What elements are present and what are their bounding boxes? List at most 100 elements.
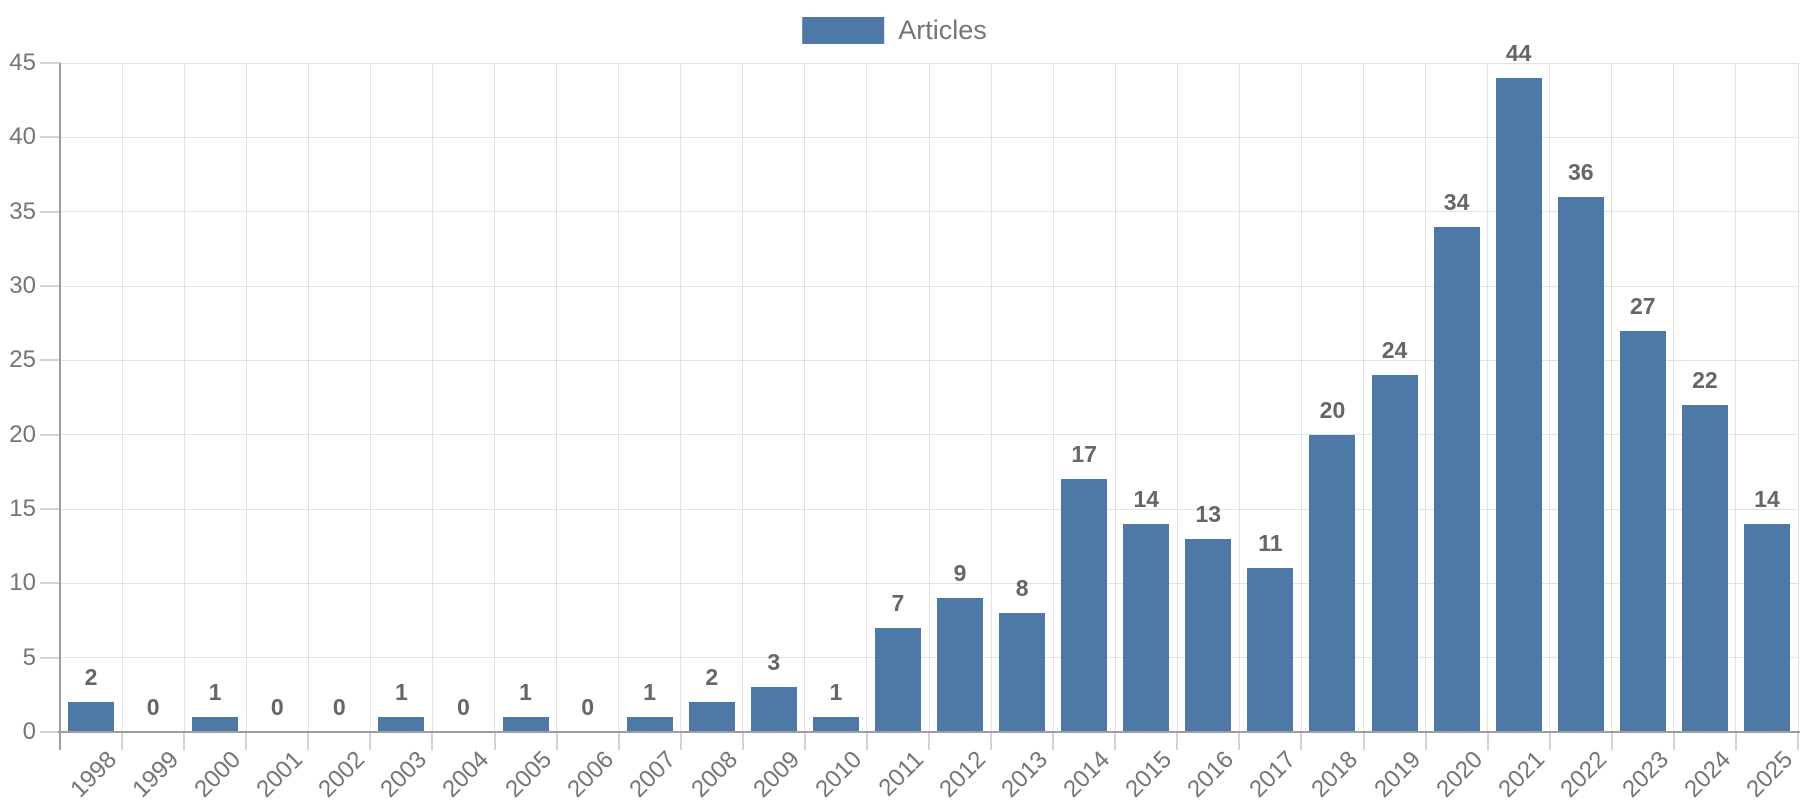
bar-2019[interactable] (1371, 375, 1418, 732)
bar-value-label: 0 (146, 694, 160, 720)
bar-2015[interactable] (1123, 523, 1170, 732)
bar-2003[interactable] (378, 717, 425, 732)
x-axis-tick (307, 732, 310, 750)
bar-2023[interactable] (1619, 330, 1666, 732)
x-axis-tick (865, 732, 868, 750)
bar-value-label: 34 (1443, 188, 1470, 215)
x-axis-tick (1548, 732, 1551, 750)
gridline-vertical (121, 63, 123, 732)
x-axis-label: 2012 (934, 746, 992, 800)
gridline-vertical (1673, 63, 1675, 732)
bar-value-label: 2 (84, 664, 98, 691)
bar-2005[interactable] (502, 717, 549, 732)
x-axis-label: 2014 (1058, 746, 1116, 800)
x-axis-tick (617, 732, 620, 750)
bar-value-label: 0 (457, 694, 470, 720)
legend-swatch (802, 17, 885, 44)
bar-2013[interactable] (999, 613, 1046, 732)
x-axis-label: 2005 (499, 746, 557, 800)
bar-2012[interactable] (937, 598, 984, 732)
bar-2017[interactable] (1247, 568, 1294, 732)
x-axis-tick (1176, 732, 1179, 750)
bar-value-label: 36 (1567, 158, 1594, 185)
x-axis-tick (555, 732, 558, 750)
gridline-vertical (1797, 63, 1799, 732)
bar-value-label: 11 (1258, 530, 1283, 557)
x-axis-label: 2003 (375, 746, 433, 800)
bar-2021[interactable] (1495, 77, 1542, 732)
x-axis-tick (1610, 732, 1613, 750)
y-axis-tick (40, 656, 60, 659)
bar-value-label: 1 (208, 679, 222, 706)
bar-2008[interactable] (688, 702, 735, 732)
bar-2020[interactable] (1433, 226, 1480, 732)
bar-value-label: 13 (1195, 500, 1222, 527)
gridline-vertical (1487, 63, 1489, 732)
bar-value-label: 1 (394, 679, 408, 706)
x-axis-label: 2000 (189, 746, 247, 800)
y-axis-tick (40, 136, 60, 139)
bar-value-label: 3 (767, 649, 781, 676)
bar-value-label: 0 (270, 694, 284, 720)
bar-2009[interactable] (750, 687, 797, 732)
y-axis-tick (40, 285, 60, 287)
bar-2011[interactable] (874, 627, 921, 732)
gridline-vertical (1611, 63, 1613, 732)
x-axis-label: 1999 (127, 746, 185, 800)
bar-2022[interactable] (1557, 196, 1604, 732)
x-axis-tick (928, 732, 930, 750)
x-axis-tick (1362, 732, 1365, 750)
x-axis-label: 2015 (1120, 746, 1178, 800)
gridline-vertical (307, 63, 309, 732)
gridline-vertical (1052, 63, 1054, 732)
y-axis-label: 20 (9, 420, 36, 448)
gridline-vertical (369, 63, 371, 732)
x-axis-label: 2001 (251, 746, 309, 800)
x-axis-tick (1734, 732, 1737, 750)
bar-2000[interactable] (192, 717, 239, 732)
bar-2016[interactable] (1185, 538, 1232, 732)
x-axis-tick (1300, 732, 1303, 750)
x-axis-tick (493, 732, 496, 750)
x-axis-tick (1672, 732, 1675, 750)
bar-2018[interactable] (1309, 434, 1356, 732)
gridline-vertical (1300, 63, 1302, 732)
x-axis-label: 2009 (748, 746, 805, 800)
bar-value-label: 22 (1692, 366, 1718, 393)
x-axis-line (58, 731, 1800, 733)
gridline-vertical (1363, 63, 1364, 732)
x-axis-tick (431, 732, 434, 750)
bar-value-label: 0 (581, 694, 594, 720)
bar-value-label: 1 (829, 679, 843, 706)
bar-1998[interactable] (68, 702, 115, 732)
bar-2014[interactable] (1061, 479, 1108, 732)
gridline-vertical (928, 63, 930, 732)
y-axis-label: 25 (9, 346, 36, 374)
gridline-vertical (804, 63, 806, 732)
x-axis-tick (245, 732, 248, 750)
y-axis-label: 30 (9, 272, 36, 299)
gridline-vertical (618, 63, 620, 732)
x-axis-label: 2017 (1244, 746, 1302, 800)
gridline-vertical (1114, 63, 1116, 732)
x-axis-tick (1114, 732, 1117, 750)
bar-value-label: 2 (705, 664, 719, 691)
y-axis-tick (40, 731, 60, 733)
x-axis-tick (1424, 732, 1427, 750)
y-axis-label: 15 (9, 495, 36, 522)
legend-item-articles[interactable]: Articles (802, 17, 987, 44)
gridline-vertical (1549, 63, 1551, 732)
x-axis-label: 2011 (873, 746, 930, 800)
bar-2025[interactable] (1743, 523, 1790, 732)
bar-value-label: 44 (1505, 39, 1532, 66)
gridline-vertical (183, 63, 185, 732)
bar-2010[interactable] (812, 717, 859, 732)
x-axis-tick (990, 732, 993, 750)
gridline-vertical (680, 63, 682, 732)
bar-2024[interactable] (1681, 404, 1728, 732)
y-axis-tick (40, 433, 60, 436)
x-axis-label: 2013 (996, 746, 1054, 800)
x-axis-label: 2019 (1368, 746, 1426, 800)
bar-2007[interactable] (626, 717, 673, 732)
